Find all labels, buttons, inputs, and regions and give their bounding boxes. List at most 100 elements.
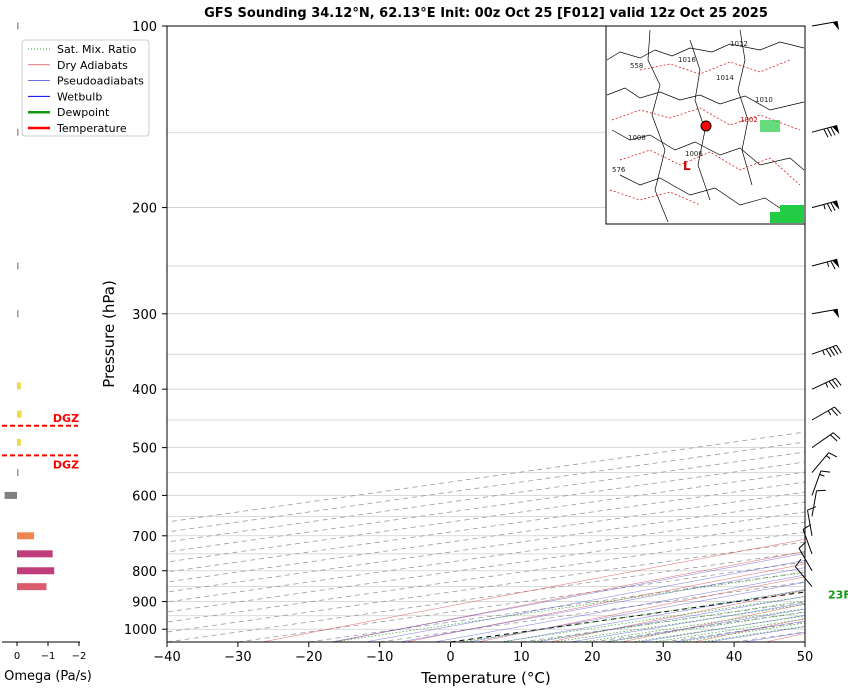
wind-barb-flag bbox=[833, 21, 839, 30]
mixing-ratio-line bbox=[632, 389, 848, 642]
omega-bar bbox=[17, 263, 19, 270]
inset-isobar-label: 1010 bbox=[755, 96, 773, 104]
wind-barb bbox=[812, 407, 841, 420]
wind-barb bbox=[812, 471, 830, 495]
wind-barb-half bbox=[820, 474, 825, 476]
inset-isobar-label: 576 bbox=[612, 166, 626, 174]
wind-barb-shaft bbox=[812, 309, 838, 314]
wind-barb-half bbox=[828, 411, 831, 415]
omega-bar bbox=[17, 129, 19, 136]
wind-barb-half bbox=[824, 204, 825, 209]
inset-low-symbol: L bbox=[683, 159, 691, 173]
omega-bar bbox=[5, 492, 17, 499]
x-tick-label: 0 bbox=[446, 650, 454, 665]
y-tick-label: 800 bbox=[132, 565, 157, 580]
wind-barb bbox=[812, 125, 839, 137]
omega-bar bbox=[17, 469, 19, 476]
wind-barb-full bbox=[824, 129, 828, 137]
legend-label: Sat. Mix. Ratio bbox=[57, 43, 137, 56]
omega-tick-label: −1 bbox=[41, 651, 56, 662]
omega-bar bbox=[17, 310, 19, 317]
wind-barb bbox=[807, 507, 816, 536]
wind-barb bbox=[812, 378, 841, 389]
x-tick-label: −30 bbox=[224, 650, 251, 665]
sounding-location-marker bbox=[701, 121, 711, 131]
wind-barb-half bbox=[827, 262, 828, 267]
wind-barb-shaft bbox=[812, 378, 836, 389]
x-tick-label: 20 bbox=[584, 650, 601, 665]
legend-label: Pseudoadiabats bbox=[57, 75, 144, 88]
legend-label: Dewpoint bbox=[57, 106, 110, 119]
inset-isobar-label: 1016 bbox=[678, 56, 696, 64]
wind-barb-half bbox=[826, 455, 830, 458]
y-tick-label: 700 bbox=[132, 530, 157, 545]
legend: Sat. Mix. Ratio Dry Adiabats Pseudoadiabat… bbox=[22, 40, 149, 136]
x-tick-label: −40 bbox=[153, 650, 180, 665]
wind-barb bbox=[812, 433, 840, 448]
wind-barb-shaft bbox=[812, 21, 838, 26]
y-tick-label: 400 bbox=[132, 383, 157, 398]
x-axis-ticks: −40 −30 −20 −10 0 10 20 30 40 50 bbox=[153, 642, 813, 665]
wind-barb bbox=[812, 309, 839, 318]
x-tick-label: 50 bbox=[797, 650, 814, 665]
wind-barb-full bbox=[827, 203, 831, 211]
mixing-ratio-line bbox=[333, 389, 848, 642]
x-axis-label: Temperature (°C) bbox=[420, 669, 550, 687]
wind-barb-shaft bbox=[812, 407, 835, 420]
wind-barb-flag bbox=[833, 309, 839, 318]
dry-adiabat-line bbox=[837, 26, 848, 642]
mixing-ratio-line bbox=[500, 389, 848, 642]
y-tick-label: 500 bbox=[132, 442, 157, 457]
inset-isobar-label: 1008 bbox=[628, 134, 646, 142]
wind-barb-full bbox=[836, 345, 841, 353]
series-dewpoint-line bbox=[839, 26, 848, 587]
wind-barb bbox=[812, 259, 839, 269]
wind-barb-full bbox=[827, 128, 831, 136]
wind-barb bbox=[812, 345, 841, 357]
wind-barb-half bbox=[826, 383, 828, 388]
inset-isobar-label: 1012 bbox=[730, 40, 748, 48]
wind-barb-full bbox=[803, 525, 811, 530]
legend-label: Temperature bbox=[56, 122, 127, 135]
wind-barb-full bbox=[821, 471, 830, 472]
y-axis-label: Pressure (hPa) bbox=[100, 280, 118, 388]
x-tick-label: 10 bbox=[513, 650, 530, 665]
legend-label: Dry Adiabats bbox=[57, 59, 128, 72]
mixing-ratio-lines bbox=[333, 389, 848, 642]
legend-label: Wetbulb bbox=[57, 90, 102, 103]
omega-bar bbox=[17, 382, 21, 389]
x-tick-label: 40 bbox=[726, 650, 743, 665]
y-tick-label: 1000 bbox=[124, 623, 157, 638]
omega-bar bbox=[17, 550, 53, 557]
wind-barb-full bbox=[807, 507, 816, 511]
y-tick-label: 100 bbox=[132, 20, 157, 35]
wind-barb-shaft bbox=[812, 433, 833, 448]
wind-barb bbox=[812, 201, 839, 212]
x-tick-label: −20 bbox=[295, 650, 322, 665]
surface-labels: 73F23F bbox=[828, 589, 848, 602]
y-tick-label: 300 bbox=[132, 308, 157, 323]
inset-isobar-label: 1014 bbox=[716, 74, 734, 82]
omega-axis-label: Omega (Pa/s) bbox=[4, 669, 92, 684]
x-tick-label: −10 bbox=[366, 650, 393, 665]
omega-bar bbox=[17, 532, 34, 539]
wind-barb-half bbox=[823, 350, 825, 355]
x-tick-label: 30 bbox=[655, 650, 672, 665]
omega-bar bbox=[17, 439, 21, 446]
dgz-label: DGZ bbox=[53, 458, 79, 471]
omega-bar bbox=[17, 583, 46, 590]
omega-tick-label: 0 bbox=[14, 651, 20, 662]
y-tick-label: 200 bbox=[132, 202, 157, 217]
omega-bar bbox=[17, 567, 54, 574]
wind-barb-full bbox=[830, 348, 835, 356]
wind-barb bbox=[812, 453, 837, 473]
y-tick-label: 900 bbox=[132, 596, 157, 611]
y-tick-label: 600 bbox=[132, 489, 157, 504]
wind-barb bbox=[812, 490, 826, 516]
wind-barb bbox=[812, 21, 839, 30]
chart-title: GFS Sounding 34.12°N, 62.13°E Init: 00z … bbox=[204, 6, 768, 21]
wind-barb-shaft bbox=[807, 510, 812, 536]
